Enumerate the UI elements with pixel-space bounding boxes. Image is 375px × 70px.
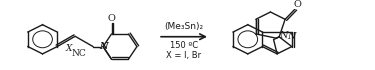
Text: O: O: [108, 14, 116, 23]
Text: N: N: [279, 32, 287, 40]
Text: (Me₃Sn)₂: (Me₃Sn)₂: [165, 22, 204, 31]
Text: N: N: [99, 42, 107, 51]
Text: 150 ºC: 150 ºC: [170, 41, 198, 50]
Text: X = I, Br: X = I, Br: [166, 51, 202, 60]
Text: N: N: [288, 32, 296, 41]
Text: NC: NC: [72, 49, 87, 58]
Text: O: O: [293, 0, 301, 9]
Text: N: N: [99, 42, 107, 51]
Text: X: X: [66, 44, 72, 53]
